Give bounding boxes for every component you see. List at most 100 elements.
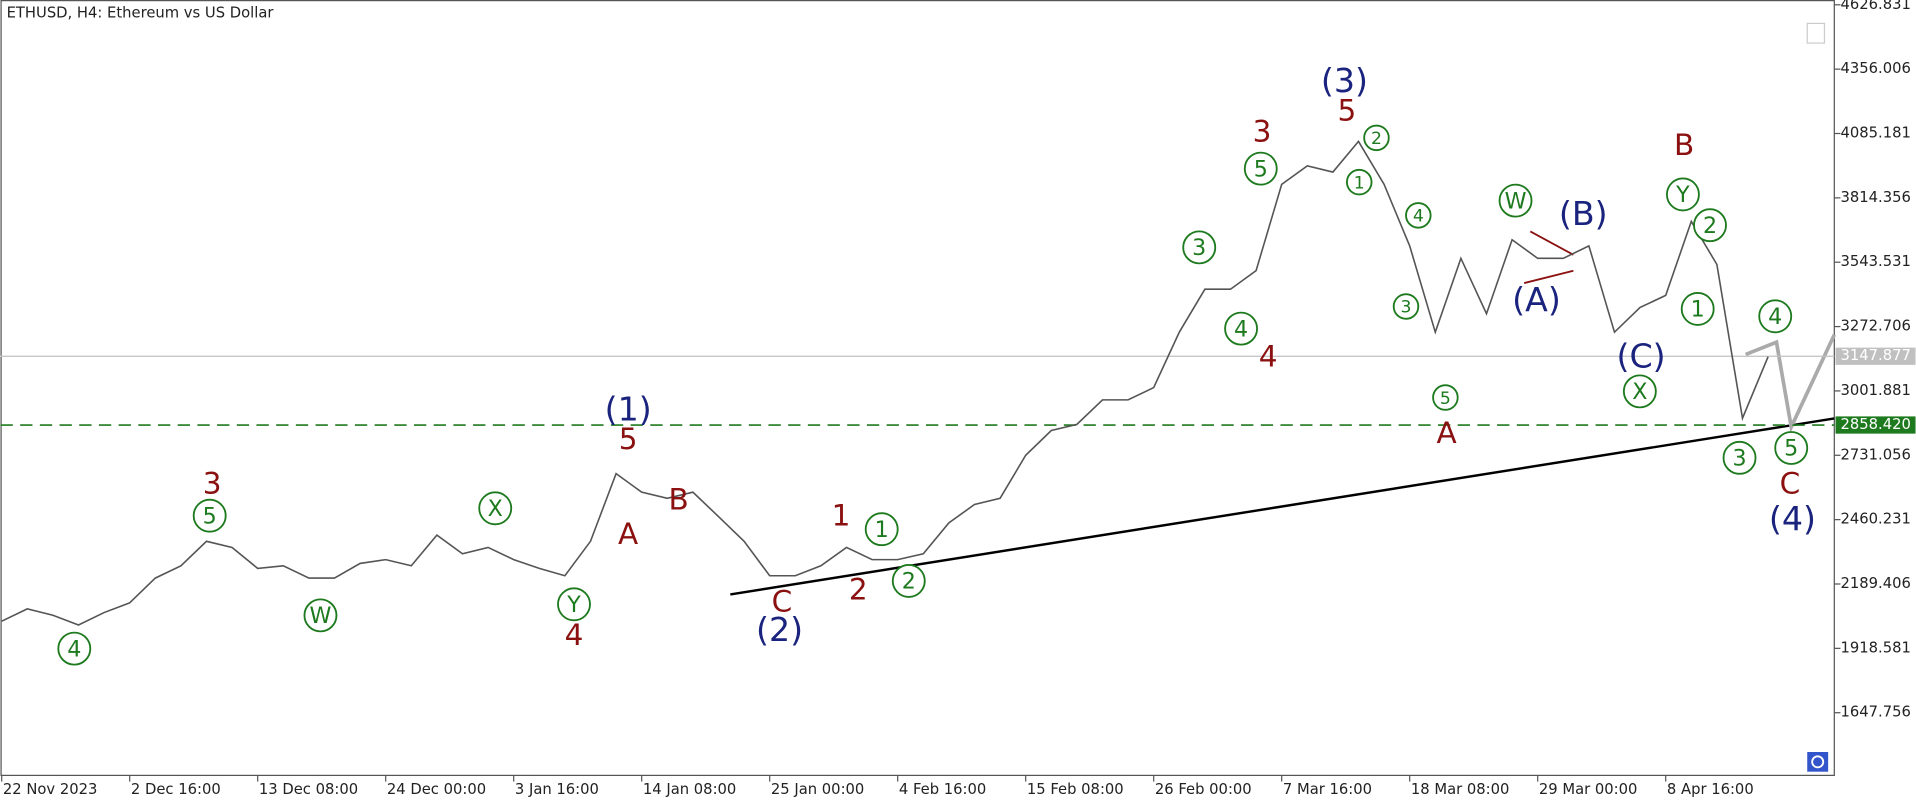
wave-label: 1: [832, 498, 851, 532]
wave-label: (2): [756, 610, 803, 649]
y-tick-label: 3814.356: [1840, 189, 1910, 206]
wave-circle: [1622, 374, 1657, 409]
wave-label: X: [1632, 379, 1647, 405]
wave-label: 1: [1354, 173, 1365, 193]
y-tick-label: 3543.531: [1840, 253, 1910, 270]
current-price-label: 3147.877: [1840, 347, 1910, 364]
x-tick-label: 22 Nov 2023: [3, 781, 97, 798]
x-tick-label: 24 Dec 00:00: [387, 781, 486, 798]
wave-label: 3: [203, 466, 222, 500]
y-tick-label: 3272.706: [1840, 318, 1910, 335]
price-line: [1, 140, 1769, 626]
wave-label: W: [310, 603, 332, 629]
level-box: [1835, 416, 1916, 434]
y-tick-label: 2460.231: [1840, 511, 1910, 528]
wave-circle: [192, 498, 227, 533]
wave-label: C: [1780, 466, 1801, 500]
wave-label: 2: [849, 572, 868, 606]
wave-circle: [864, 512, 899, 547]
wave-label: 2: [902, 569, 916, 595]
wave-label: 5: [619, 422, 638, 456]
wave-label: 5: [1784, 436, 1798, 462]
wave-circle: [891, 564, 926, 598]
wave-circle: [1182, 230, 1217, 265]
wave-label: 5: [1254, 156, 1268, 182]
wave-label: W: [1505, 188, 1527, 214]
projection-path: [1745, 333, 1836, 434]
wave-circle: [1693, 208, 1727, 243]
wave-circle: [1224, 311, 1259, 346]
wave-label: 2: [1703, 213, 1717, 239]
wave-circle: [303, 598, 338, 633]
triangle-line: [1523, 269, 1574, 284]
x-tick-label: 25 Jan 00:00: [771, 781, 864, 798]
wave-circle: [57, 631, 92, 666]
wave-label: 3: [1192, 235, 1206, 261]
wave-label: (3): [1321, 61, 1368, 100]
wave-label: 3: [1253, 114, 1272, 148]
x-tick-label: 3 Jan 16:00: [515, 781, 599, 798]
icon-box: [1806, 22, 1826, 44]
y-tick-label: 4626.831: [1840, 0, 1910, 13]
y-tick-label: 1918.581: [1840, 639, 1910, 656]
wave-circle: [1432, 384, 1459, 411]
y-tick-label: 4085.181: [1840, 125, 1910, 142]
wave-circle: [1666, 177, 1700, 212]
wave-label: (B): [1559, 194, 1608, 233]
wave-label: C: [772, 585, 793, 619]
x-tick-label: 14 Jan 08:00: [643, 781, 736, 798]
wave-circle: [1722, 440, 1757, 475]
wave-label: 3: [1401, 298, 1412, 318]
wave-label: 2: [1371, 129, 1382, 149]
wave-label: X: [488, 496, 503, 522]
wave-circle: [1758, 299, 1793, 334]
wave-label: Y: [1675, 182, 1690, 208]
wave-circle: [1680, 292, 1715, 326]
wave-label: (C): [1617, 337, 1666, 376]
x-tick-label: 7 Mar 16:00: [1283, 781, 1372, 798]
wave-label: 4: [1413, 207, 1424, 227]
x-tick-label: 4 Feb 16:00: [899, 781, 986, 798]
x-tick-label: 29 Mar 00:00: [1539, 781, 1637, 798]
x-tick-label: 2 Dec 16:00: [131, 781, 221, 798]
wave-label: (4): [1769, 499, 1816, 538]
wave-label: 4: [67, 636, 81, 662]
wave-label: A: [1437, 416, 1457, 450]
icon-box: [1807, 752, 1829, 772]
x-tick-label: 26 Feb 00:00: [1155, 781, 1252, 798]
wave-circle: [1392, 293, 1420, 320]
wave-label: 5: [1338, 94, 1357, 128]
plot-frame: [0, 0, 1835, 776]
wave-circle: [1405, 202, 1432, 229]
wave-label: 4: [565, 618, 584, 652]
wave-label: A: [618, 517, 638, 551]
y-tick-label: 2731.056: [1840, 446, 1910, 463]
wave-label: 4: [1259, 340, 1278, 374]
chart-title: ETHUSD, H4: Ethereum vs US Dollar: [7, 5, 275, 22]
x-tick-label: 15 Feb 08:00: [1027, 781, 1124, 798]
wave-circle: [1346, 168, 1373, 196]
wave-circle: [1498, 183, 1533, 218]
wave-label: 4: [1768, 304, 1782, 330]
triangle-line: [1529, 230, 1574, 256]
x-tick-label: 13 Dec 08:00: [259, 781, 358, 798]
y-tick-label: 1647.756: [1840, 704, 1910, 721]
current-price-box: [1835, 347, 1916, 365]
wave-label: Y: [566, 592, 581, 618]
wave-label: 3: [1732, 446, 1746, 472]
wave-circle: [557, 587, 591, 622]
wave-label: (1): [605, 390, 652, 429]
level-label: 2858.420: [1840, 416, 1910, 433]
icon-circle: [1811, 755, 1825, 769]
y-tick-label: 4356.006: [1840, 60, 1910, 77]
wave-circle: [1243, 151, 1278, 186]
wave-label: 5: [1440, 389, 1451, 409]
x-tick-label: 8 Apr 16:00: [1667, 781, 1754, 798]
wave-circle: [478, 491, 513, 526]
wave-label: B: [1674, 128, 1694, 162]
wave-label: 1: [875, 517, 889, 543]
wave-label: 5: [203, 503, 217, 529]
